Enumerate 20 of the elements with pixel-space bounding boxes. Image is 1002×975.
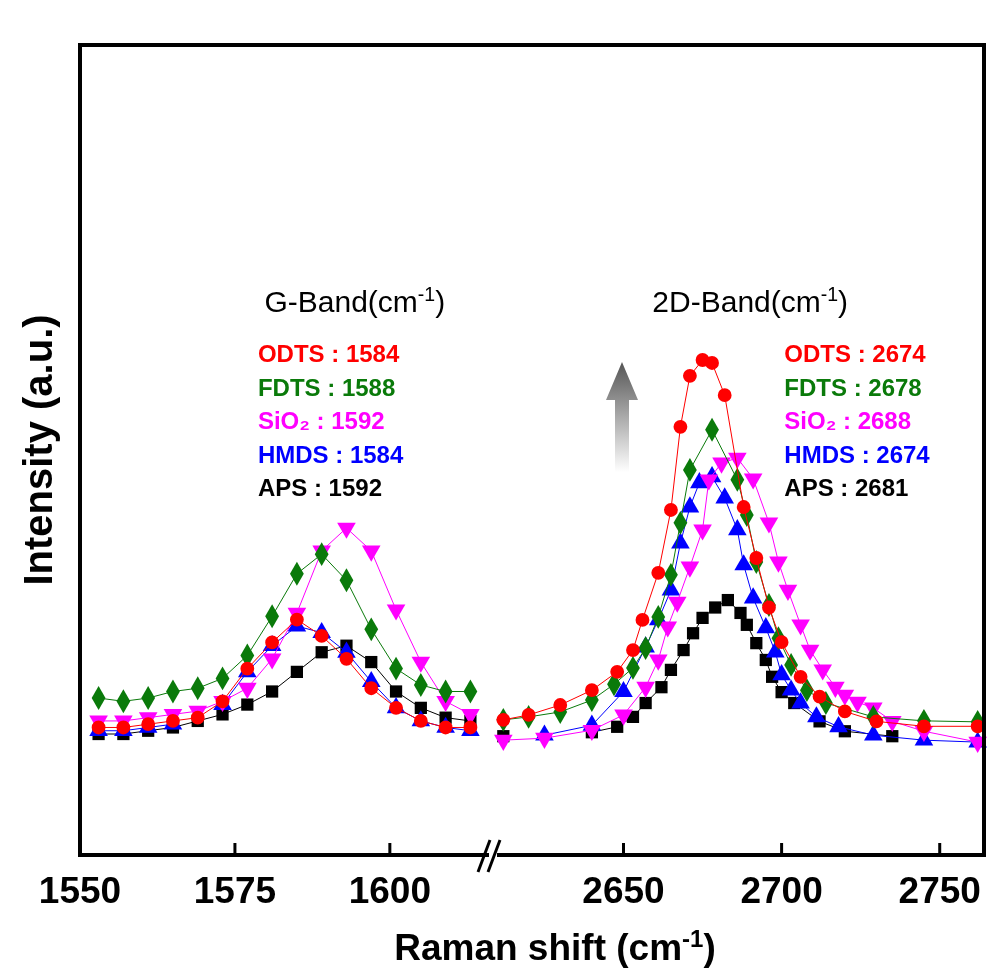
x-tick-label: 2700: [740, 870, 823, 911]
x-tick-label: 1550: [38, 870, 122, 911]
legend-title: 2D-Band(cm$^{-1}$): [652, 283, 849, 318]
text: ODTS : 1584: [257, 340, 400, 367]
text: SiO₂ : 1592: [257, 407, 385, 434]
legend-title: G-Band(cm$^{-1}$): [264, 283, 446, 318]
y-axis-title: Intensity (a.u.): [16, 314, 60, 586]
text: FDTS : 1588: [257, 373, 396, 401]
x-axis-title: Raman shift (cm$^{-1}$): [394, 924, 716, 968]
x-tick-label: 1600: [348, 870, 431, 911]
text: APS : 1592: [257, 474, 382, 501]
text: FDTS : 2678: [784, 373, 922, 401]
text: ODTS : 2674: [784, 340, 927, 367]
x-tick-label: 1575: [193, 870, 277, 911]
x-tick-label: 2750: [898, 870, 981, 911]
text: HMDS : 1584: [257, 440, 404, 468]
text: APS : 2681: [784, 474, 909, 501]
x-tick-label: 2650: [582, 870, 665, 911]
series-label: SiO₂ : 2688: [784, 407, 912, 434]
text: HMDS : 2674: [784, 440, 931, 468]
